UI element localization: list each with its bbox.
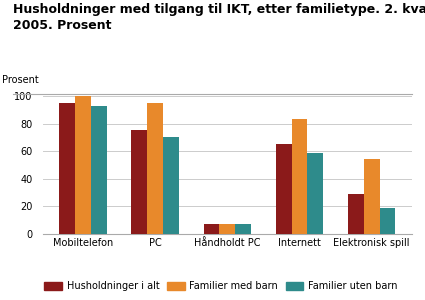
Bar (364, 160, 380, 234)
Bar (380, 208, 395, 234)
Bar (91, 106, 107, 234)
Bar (131, 130, 147, 234)
Bar (292, 119, 307, 234)
Bar (276, 144, 292, 234)
Legend: Husholdninger i alt, Familier med barn, Familier uten barn: Husholdninger i alt, Familier med barn, … (40, 278, 402, 295)
Bar (75, 96, 91, 234)
Bar (235, 224, 251, 234)
Bar (60, 103, 75, 234)
Bar (147, 103, 163, 234)
Text: Husholdninger med tilgang til IKT, etter familietype. 2. kvartal
2005. Prosent: Husholdninger med tilgang til IKT, etter… (13, 3, 425, 32)
Bar (204, 224, 219, 234)
Bar (219, 224, 235, 234)
Bar (307, 153, 323, 234)
Bar (348, 194, 364, 234)
Bar (163, 137, 179, 234)
Text: Prosent: Prosent (2, 75, 39, 85)
